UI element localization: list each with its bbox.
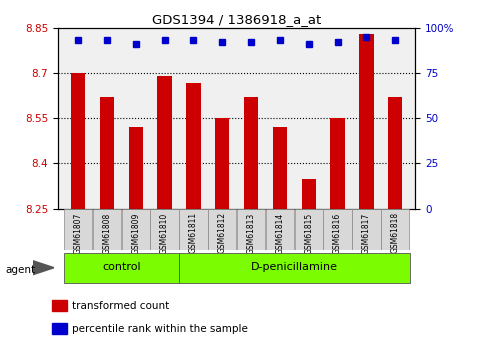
Bar [93,209,121,250]
Bar [128,127,143,209]
Text: GSM61812: GSM61812 [218,212,227,253]
Bar [324,209,352,250]
Text: GSM61809: GSM61809 [131,212,140,254]
Bar [330,118,345,209]
Polygon shape [33,261,54,275]
Bar [359,33,373,209]
Text: GSM61818: GSM61818 [391,212,400,253]
Bar [53,323,67,334]
Bar [352,209,381,250]
Bar [186,83,200,209]
Text: transformed count: transformed count [72,300,170,310]
Bar [266,209,294,250]
Text: GSM61808: GSM61808 [102,212,112,254]
Bar [64,253,179,283]
Bar [215,118,229,209]
Bar [179,253,410,283]
Bar [237,209,265,250]
Title: GDS1394 / 1386918_a_at: GDS1394 / 1386918_a_at [152,13,321,27]
Text: GSM61811: GSM61811 [189,212,198,253]
Text: GSM61813: GSM61813 [247,212,256,254]
Bar [301,179,316,209]
Bar [122,209,150,250]
Bar [244,97,258,209]
Bar [71,73,85,209]
Text: GSM61817: GSM61817 [362,212,371,254]
Bar [100,97,114,209]
Text: GSM61810: GSM61810 [160,212,169,254]
Bar [179,209,208,250]
Text: GSM61814: GSM61814 [275,212,284,254]
Text: GSM61815: GSM61815 [304,212,313,254]
Text: GSM61807: GSM61807 [73,212,83,254]
Bar [208,209,236,250]
Bar [388,97,402,209]
Text: D-penicillamine: D-penicillamine [251,262,338,272]
Bar [295,209,323,250]
Text: agent: agent [6,265,36,275]
Bar [381,209,409,250]
Bar [53,299,67,310]
Bar [151,209,179,250]
Bar [157,76,172,209]
Text: control: control [102,262,141,272]
Text: GSM61816: GSM61816 [333,212,342,254]
Bar [64,209,92,250]
Bar [273,127,287,209]
Text: percentile rank within the sample: percentile rank within the sample [72,324,248,334]
